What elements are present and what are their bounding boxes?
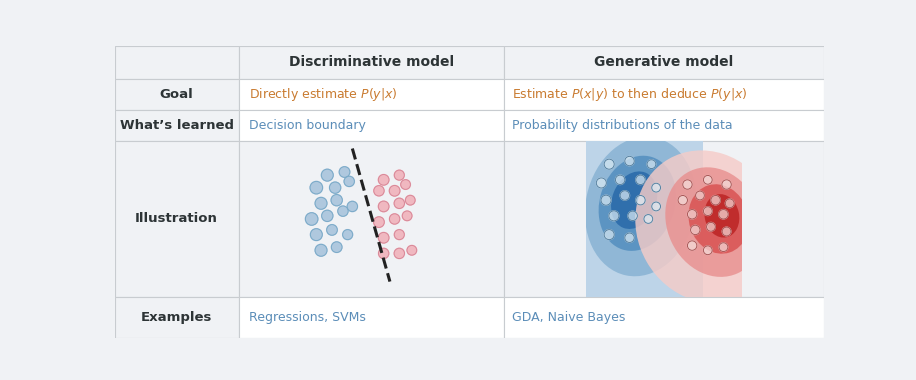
FancyBboxPatch shape [239, 297, 504, 338]
FancyBboxPatch shape [114, 79, 239, 110]
Text: Estimate $P(x|y)$ to then deduce $P(y|x)$: Estimate $P(x|y)$ to then deduce $P(y|x)… [512, 86, 747, 103]
FancyBboxPatch shape [114, 297, 239, 338]
FancyBboxPatch shape [504, 297, 824, 338]
Text: Directly estimate $P(y|x)$: Directly estimate $P(y|x)$ [249, 86, 398, 103]
Text: Regressions, SVMs: Regressions, SVMs [249, 311, 366, 324]
FancyBboxPatch shape [239, 46, 504, 79]
Text: Illustration: Illustration [136, 212, 218, 225]
FancyBboxPatch shape [239, 110, 504, 141]
Text: Examples: Examples [141, 311, 213, 324]
Text: What’s learned: What’s learned [120, 119, 234, 132]
FancyBboxPatch shape [114, 110, 239, 141]
Text: GDA, Naive Bayes: GDA, Naive Bayes [512, 311, 626, 324]
FancyBboxPatch shape [114, 141, 239, 297]
FancyBboxPatch shape [504, 141, 824, 297]
Text: Generative model: Generative model [594, 55, 734, 70]
Text: Discriminative model: Discriminative model [289, 55, 453, 70]
FancyBboxPatch shape [504, 46, 824, 79]
FancyBboxPatch shape [504, 110, 824, 141]
Text: Decision boundary: Decision boundary [249, 119, 366, 132]
Text: Probability distributions of the data: Probability distributions of the data [512, 119, 733, 132]
Text: Goal: Goal [159, 88, 193, 101]
FancyBboxPatch shape [239, 141, 504, 297]
FancyBboxPatch shape [114, 46, 239, 79]
FancyBboxPatch shape [239, 79, 504, 110]
FancyBboxPatch shape [504, 79, 824, 110]
